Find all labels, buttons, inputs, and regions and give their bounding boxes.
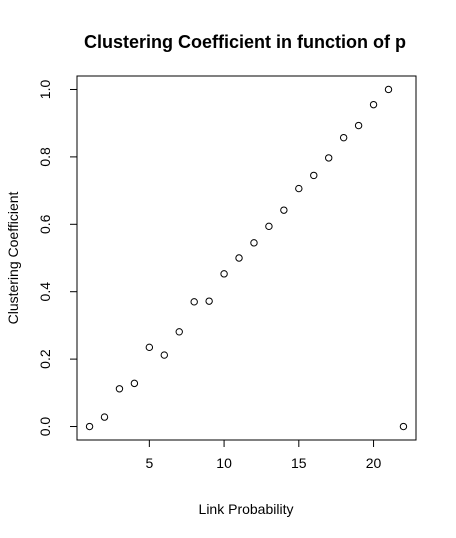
data-point	[145, 343, 154, 352]
data-points	[85, 85, 408, 431]
data-point	[85, 422, 94, 431]
data-point	[160, 351, 168, 359]
data-point	[115, 385, 124, 393]
data-point	[295, 184, 303, 193]
data-point	[250, 239, 258, 247]
data-point	[130, 379, 139, 388]
data-point	[354, 121, 363, 130]
data-point	[310, 171, 318, 180]
data-point	[325, 154, 333, 162]
y-tick-label: 0.2	[37, 349, 53, 369]
data-point	[339, 133, 348, 142]
x-tick-label: 5	[145, 455, 153, 471]
x-tick-label: 20	[366, 455, 382, 471]
data-point	[175, 328, 183, 336]
chart-title: Clustering Coefficient in function of p	[84, 32, 406, 52]
data-point	[280, 206, 288, 214]
y-axis-label: Clustering Coefficient	[5, 191, 21, 324]
x-tick-label: 10	[216, 455, 232, 471]
x-axis: 5 10 15 20	[145, 440, 382, 471]
y-tick-label: 1.0	[37, 80, 53, 100]
x-axis-label: Link Probability	[199, 501, 294, 517]
data-point	[100, 413, 109, 421]
data-point	[265, 222, 273, 231]
y-tick-label: 0.8	[37, 147, 53, 167]
data-point	[235, 254, 243, 262]
data-point	[205, 297, 213, 305]
data-point	[399, 422, 408, 431]
data-point	[190, 298, 198, 306]
x-tick-label: 15	[291, 455, 307, 471]
y-tick-label: 0.6	[37, 214, 53, 234]
data-point	[384, 85, 393, 94]
y-tick-label: 0.4	[37, 282, 53, 302]
data-point	[220, 270, 228, 278]
data-point	[369, 100, 378, 109]
y-tick-label: 0.0	[37, 417, 53, 437]
y-axis: 0.0 0.2 0.4 0.6 0.8 1.0	[37, 80, 77, 437]
plot-frame	[76, 75, 417, 441]
